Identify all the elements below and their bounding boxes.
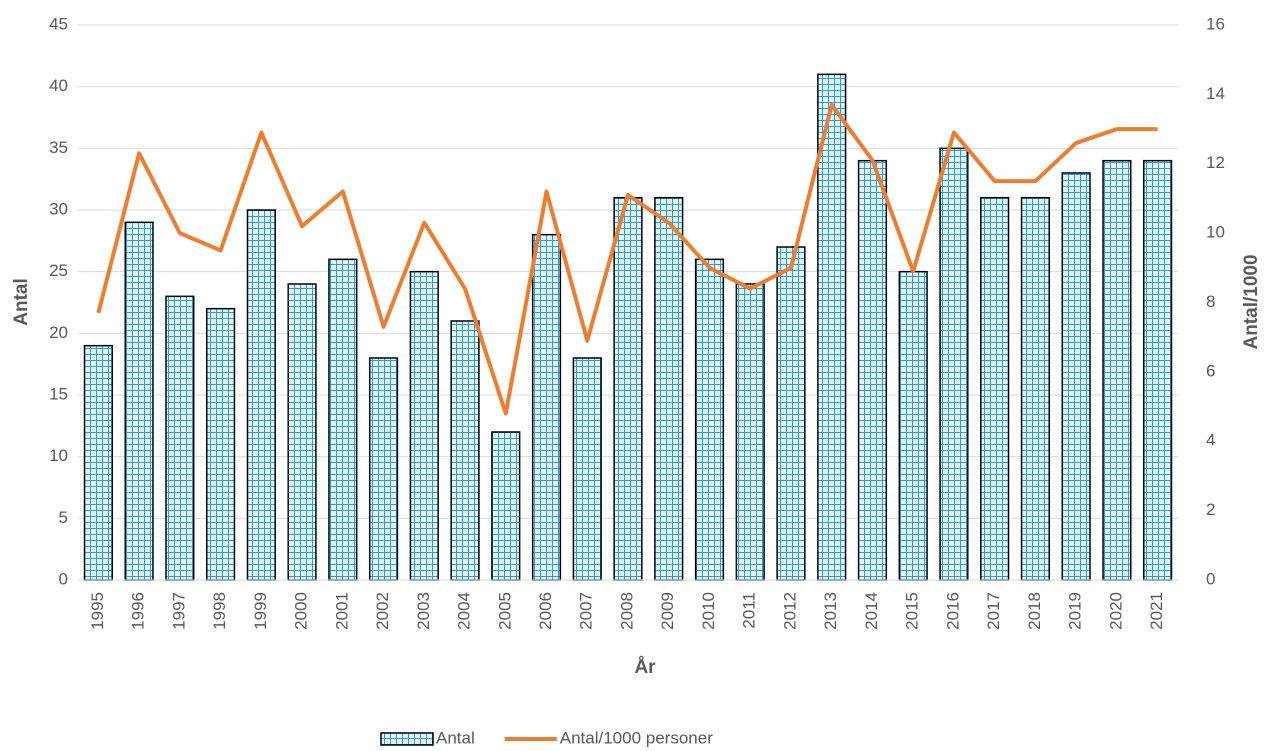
x-tick-label: 1999 — [251, 592, 270, 630]
bar — [205, 307, 236, 581]
x-tick-label: 2018 — [1025, 592, 1044, 630]
x-tick-label: 2021 — [1147, 592, 1166, 630]
bar — [817, 73, 847, 581]
y2-tick-label: 4 — [1206, 431, 1215, 450]
bar — [1102, 159, 1132, 581]
x-tick-label: 2020 — [1106, 592, 1125, 630]
y-tick-label: 10 — [49, 446, 68, 465]
bar — [654, 196, 684, 581]
y-tick-label: 25 — [49, 261, 68, 280]
bar — [328, 258, 358, 581]
bar — [613, 196, 643, 581]
y2-tick-label: 14 — [1206, 84, 1225, 103]
bar — [1020, 196, 1051, 581]
x-tick-label: 2012 — [780, 592, 799, 630]
bar — [409, 270, 439, 581]
bar — [246, 209, 276, 581]
y2-tick-label: 0 — [1206, 569, 1215, 588]
x-tick-label: 2007 — [577, 592, 596, 630]
bar — [735, 283, 765, 581]
bar — [572, 357, 602, 581]
y-tick-label: 15 — [49, 384, 68, 403]
x-axis-title: År — [634, 657, 656, 678]
x-tick-label: 2004 — [455, 592, 474, 630]
x-tick-label: 2008 — [617, 592, 636, 630]
x-tick-label: 1995 — [88, 592, 107, 630]
x-tick-label: 1996 — [129, 592, 148, 630]
bar — [450, 320, 480, 581]
x-tick-label: 2005 — [495, 592, 514, 630]
x-tick-label: 1997 — [169, 592, 188, 630]
bar — [368, 357, 399, 581]
bar — [1061, 172, 1091, 581]
y2-tick-label: 8 — [1206, 292, 1215, 311]
bar — [531, 233, 562, 581]
bar — [287, 283, 317, 581]
bar — [124, 221, 154, 581]
y-tick-label: 30 — [49, 199, 68, 218]
x-tick-label: 2016 — [943, 592, 962, 630]
x-tick-label: 2010 — [699, 592, 718, 630]
x-tick-label: 2015 — [903, 592, 922, 630]
bar — [857, 159, 888, 581]
y2-axis-title: Antal/1000 — [1241, 254, 1262, 349]
x-tick-label: 2003 — [414, 592, 433, 630]
x-tick-label: 2014 — [862, 592, 881, 630]
x-tick-label: 2011 — [740, 592, 759, 629]
x-tick-label: 1998 — [210, 592, 229, 630]
y2-tick-label: 16 — [1206, 14, 1225, 33]
x-tick-label: 2002 — [373, 592, 392, 630]
legend-swatch — [380, 732, 434, 746]
y2-tick-label: 2 — [1206, 500, 1215, 519]
bar — [491, 431, 521, 581]
line — [96, 102, 1158, 416]
bar — [1143, 159, 1173, 581]
x-tick-label: 2001 — [332, 592, 351, 630]
x-tick-label: 2009 — [658, 592, 677, 630]
y-tick-label: 5 — [59, 508, 68, 527]
bar — [165, 295, 195, 581]
y-axis-title: Antal — [11, 278, 32, 326]
bar — [939, 147, 969, 581]
bar — [776, 246, 806, 581]
y2-tick-label: 10 — [1206, 223, 1225, 242]
x-tick-label: 2013 — [821, 592, 840, 630]
bar — [898, 270, 928, 581]
x-tick-label: 2017 — [984, 592, 1003, 630]
y-tick-label: 35 — [49, 138, 68, 157]
bar — [83, 344, 113, 581]
y-tick-label: 20 — [49, 323, 68, 342]
y2-tick-label: 6 — [1206, 361, 1215, 380]
x-tick-label: 2000 — [292, 592, 311, 630]
y-tick-label: 45 — [49, 14, 68, 33]
y-tick-label: 0 — [59, 569, 68, 588]
y2-tick-label: 12 — [1206, 153, 1225, 172]
bar — [980, 196, 1010, 581]
bar — [694, 258, 725, 581]
legend-label: Antal/1000 personer — [560, 728, 713, 747]
legend-label: Antal — [436, 728, 475, 747]
y-tick-label: 40 — [49, 76, 68, 95]
x-tick-label: 2019 — [1066, 592, 1085, 630]
x-tick-label: 2006 — [536, 592, 555, 630]
